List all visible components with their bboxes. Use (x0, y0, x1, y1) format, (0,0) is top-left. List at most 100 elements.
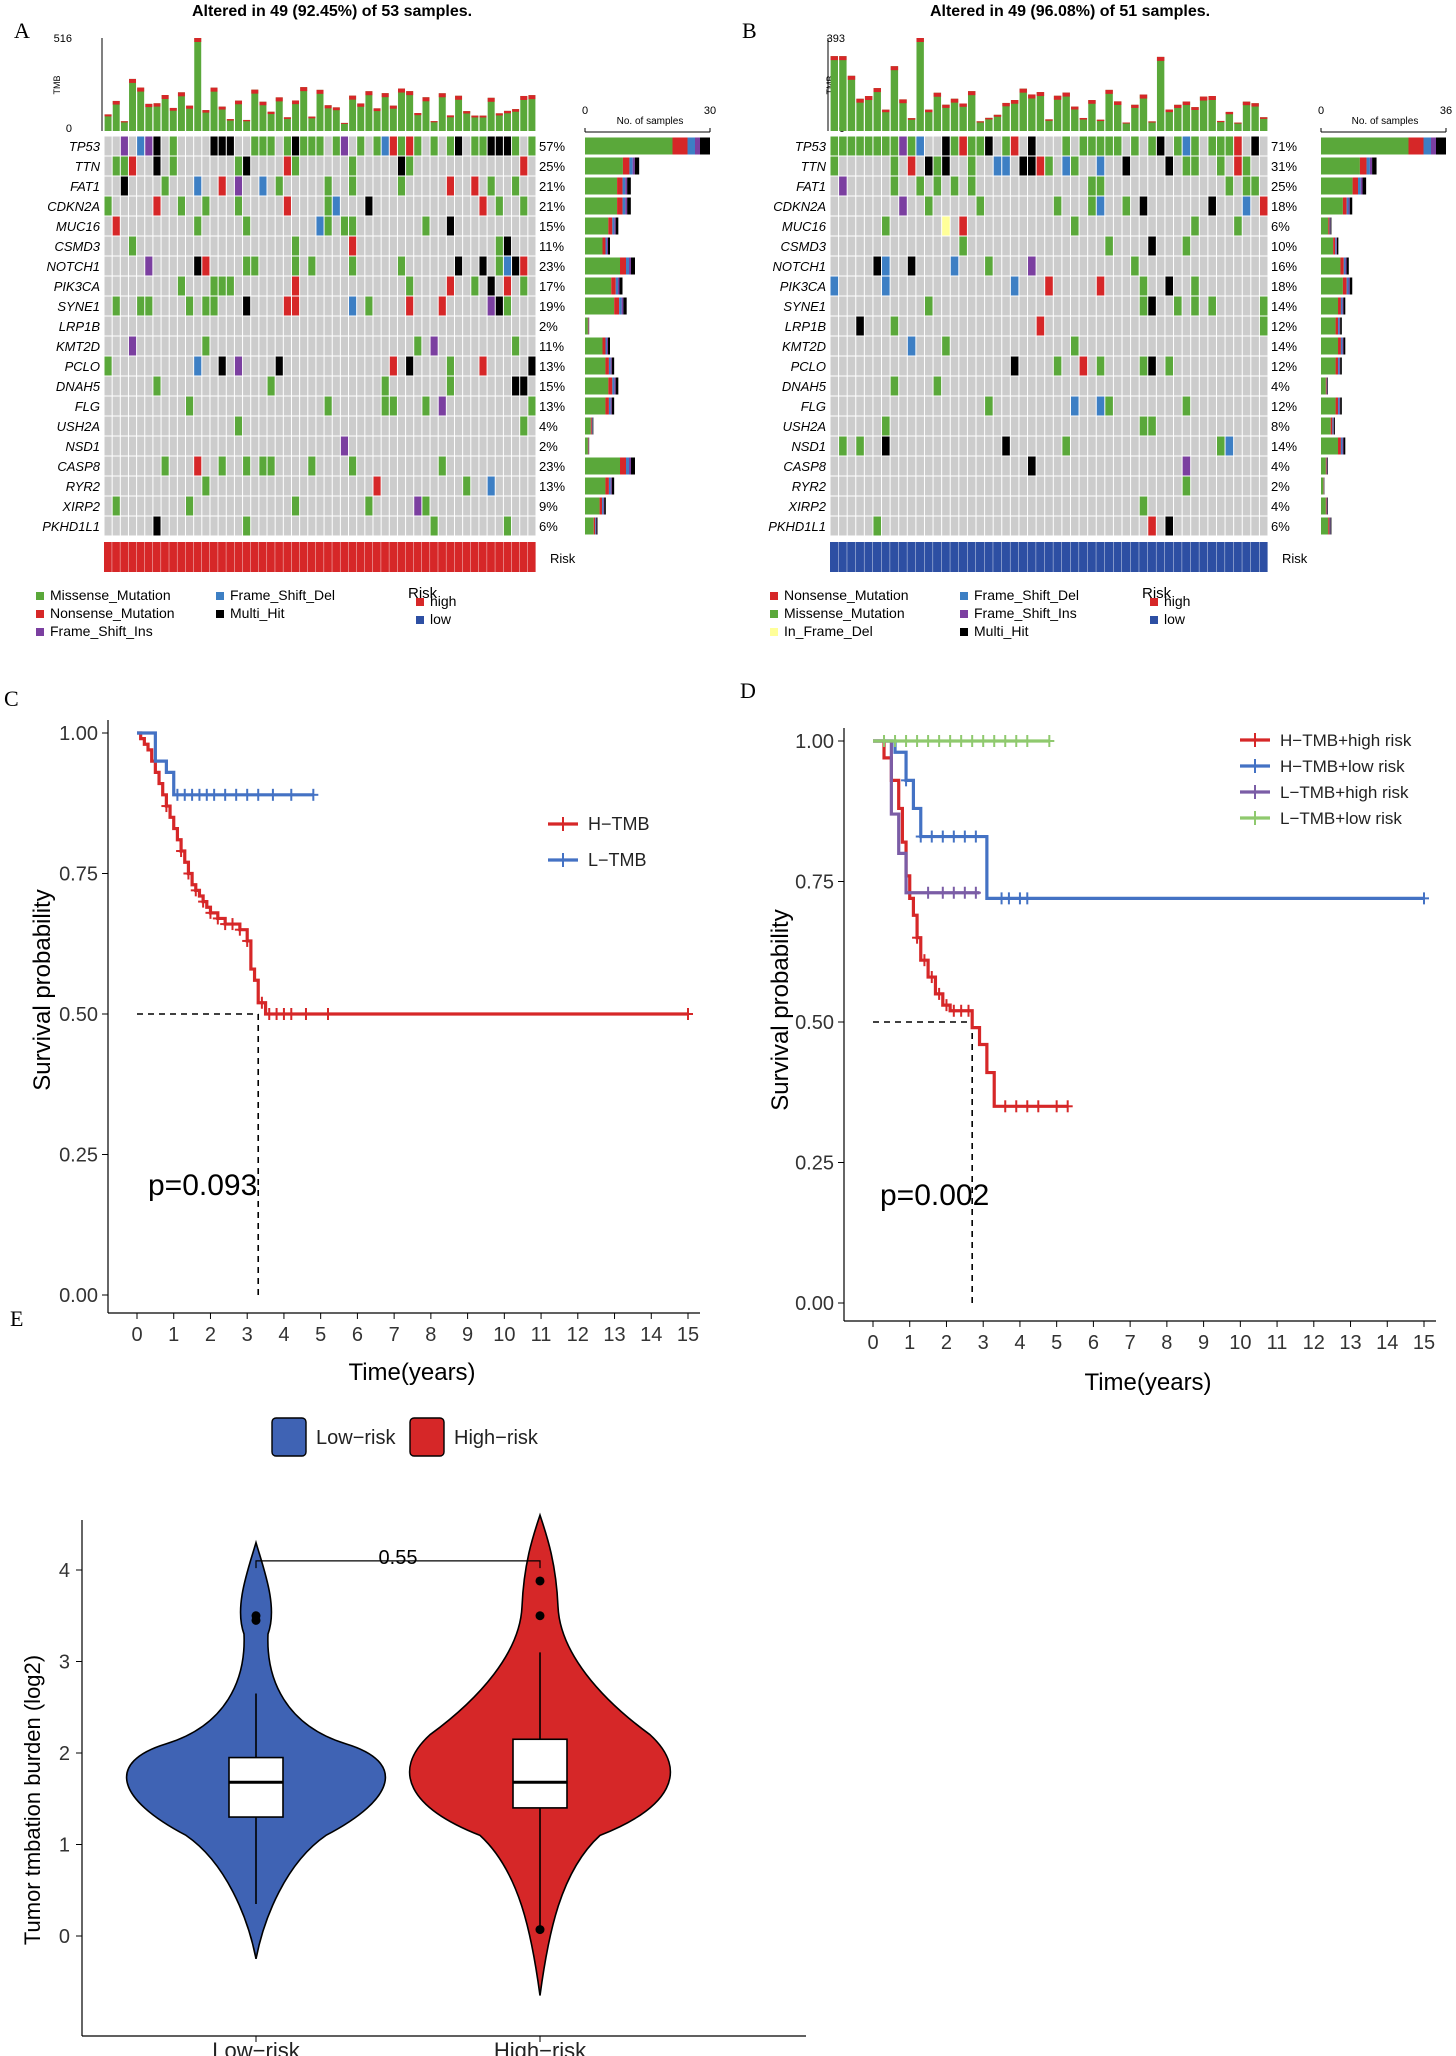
km-x-tick-label: 12 (1303, 1332, 1325, 1354)
mutation-cell (993, 496, 1002, 516)
mutation-cell (1096, 416, 1105, 436)
mutation-cell (381, 296, 389, 316)
mutation-cell (243, 336, 251, 356)
mutation-cell (430, 176, 438, 196)
mutation-cell (422, 516, 430, 536)
mutation-cell (1225, 496, 1234, 516)
mutation-cell (438, 236, 446, 256)
mutation-cell (1010, 516, 1019, 536)
mutation-cell (463, 296, 471, 316)
mutation-cell (985, 296, 993, 316)
mutation-cell (1010, 456, 1019, 476)
mutation-cell (942, 176, 950, 196)
mutation-cell (942, 136, 950, 156)
mutation-cell (112, 256, 120, 276)
mutation-cell (104, 356, 112, 376)
mutation-cell (856, 256, 864, 276)
legend-label: Multi_Hit (974, 623, 1029, 639)
mutation-cell (153, 496, 161, 516)
km-x-tick-label: 14 (640, 1324, 662, 1346)
mutation-cell (993, 156, 1002, 176)
mutation-cell (308, 316, 316, 336)
mutation-cell (120, 216, 128, 236)
mutation-cell (300, 216, 308, 236)
mutation-cell (397, 136, 406, 156)
mutation-cell (1062, 356, 1070, 376)
side-bar-segment (1345, 257, 1347, 275)
side-bar-segment (599, 497, 603, 515)
mutation-cell (1105, 196, 1113, 216)
mutation-cell (1234, 256, 1242, 276)
mutation-cell (373, 516, 381, 536)
risk-cell (218, 542, 226, 572)
mutation-cell (316, 316, 324, 336)
side-bar-segment (631, 457, 635, 475)
mutation-cell (942, 196, 950, 216)
mutation-cell (145, 236, 153, 256)
tmb-bar (1251, 103, 1259, 131)
violin-y-tick-label: 3 (59, 1652, 70, 1674)
oncoplot-b-side-min: 0 (1318, 105, 1324, 117)
mutation-cell (177, 416, 186, 436)
mutation-cell (251, 376, 259, 396)
mutation-cell (1053, 456, 1062, 476)
mutation-cell (1105, 296, 1113, 316)
mutation-cell (226, 476, 234, 496)
km-x-tick-label: 0 (131, 1324, 142, 1346)
risk-cell (1130, 542, 1139, 572)
mutation-cell (186, 396, 194, 416)
mutation-cell (153, 136, 161, 156)
tmb-bar-top (332, 107, 340, 111)
mutation-cell (251, 436, 259, 456)
mutation-cell (512, 176, 520, 196)
mutation-cell (950, 456, 959, 476)
km-x-tick-label: 5 (315, 1324, 326, 1346)
gene-label: NSD1 (65, 439, 100, 454)
mutation-cell (882, 276, 890, 296)
side-bar-segment (1348, 277, 1350, 295)
mutation-cell (882, 476, 890, 496)
risk-cell (364, 542, 373, 572)
mutation-cell (381, 376, 389, 396)
mutation-cell (202, 476, 210, 496)
mutation-cell (471, 436, 479, 456)
tmb-bar-top (373, 108, 381, 112)
mutation-cell (324, 436, 332, 456)
km-x-tick-label: 5 (1051, 1332, 1062, 1354)
mutation-cell (471, 336, 479, 356)
mutation-cell (512, 496, 520, 516)
mutation-cell (340, 276, 349, 296)
mutation-cell (177, 176, 186, 196)
side-bar-segment (1352, 177, 1359, 195)
mutation-cell (365, 456, 373, 476)
mutation-cell (1148, 136, 1156, 156)
mutation-cell (924, 436, 933, 456)
mutation-cell (324, 196, 332, 216)
mutation-cell (1148, 236, 1156, 256)
mutation-cell (830, 296, 839, 316)
risk-cell (381, 542, 389, 572)
mutation-cell (503, 256, 512, 276)
mutation-cell (959, 376, 967, 396)
mutation-cell (1062, 436, 1070, 456)
mutation-cell (899, 376, 907, 396)
mutation-cell (1216, 196, 1225, 216)
tmb-bar (1131, 104, 1139, 131)
risk-cell (454, 542, 463, 572)
gene-pct: 19% (539, 299, 565, 314)
mutation-cell (430, 476, 438, 496)
mutation-cell (864, 416, 873, 436)
mutation-cell (128, 196, 137, 216)
mutation-cell (503, 276, 512, 296)
mutation-cell (1216, 356, 1225, 376)
mutation-cell (414, 216, 422, 236)
tmb-bar-top (177, 92, 185, 97)
mutation-cell (128, 216, 137, 236)
mutation-cell (1028, 336, 1036, 356)
mutation-cell (950, 316, 959, 336)
mutation-cell (1165, 516, 1174, 536)
mutation-cell (967, 176, 976, 196)
mutation-cell (308, 516, 316, 536)
mutation-cell (1028, 456, 1036, 476)
gene-pct: 71% (1271, 139, 1297, 154)
